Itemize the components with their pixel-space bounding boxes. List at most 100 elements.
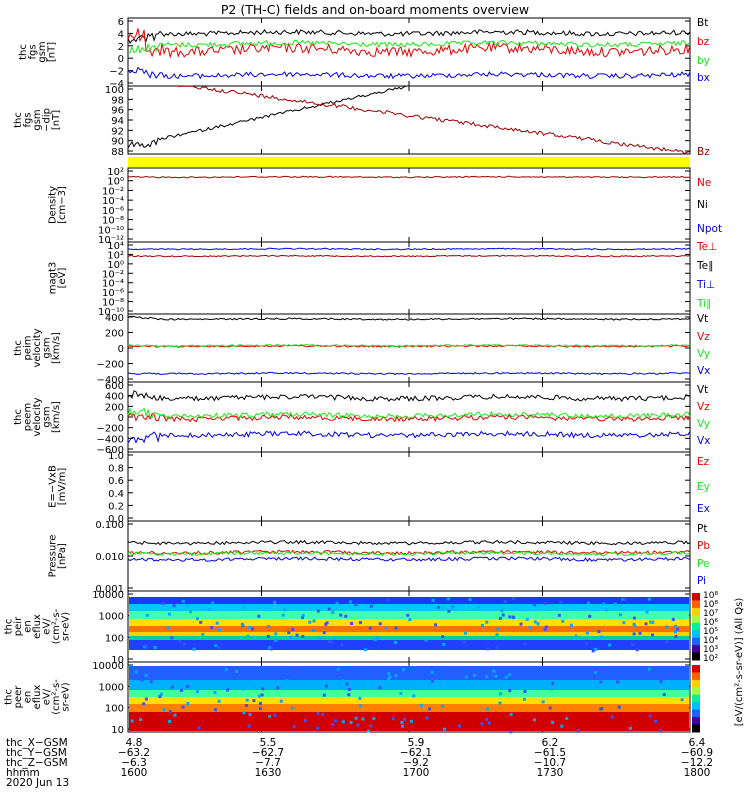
series-Vt	[127, 315, 691, 321]
heat-speckle	[480, 722, 484, 726]
tick-label: 200	[105, 402, 124, 413]
heat-speckle	[258, 707, 262, 711]
colorbar-peir	[692, 593, 700, 661]
heat-speckle	[329, 683, 333, 687]
footer-val: 6.4	[688, 737, 706, 749]
tick-label: 100	[105, 633, 124, 644]
colorbar-swatch	[692, 622, 700, 631]
legend-peem-Vx: Vx	[697, 435, 710, 447]
heat-speckle	[158, 695, 162, 699]
heat-speckle	[316, 712, 320, 716]
heat-speckle	[632, 632, 636, 636]
heat-speckle	[308, 620, 312, 624]
series-Pe	[127, 550, 691, 557]
heat-speckle	[574, 634, 578, 638]
y-axis-label: thc	[13, 112, 24, 128]
heat-speckle	[240, 622, 244, 626]
heat-speckle	[214, 644, 218, 648]
series-Vy	[127, 406, 691, 420]
heat-speckle	[447, 609, 451, 613]
legend-peem-Vt: Vt	[697, 384, 708, 396]
heat-speckle	[485, 717, 489, 721]
tick-label: 92	[111, 126, 124, 137]
heat-speckle	[248, 625, 252, 629]
tick-label: −600	[97, 445, 124, 456]
heat-speckle	[544, 625, 548, 629]
tick-label: 10²	[107, 167, 124, 178]
heat-speckle	[508, 689, 512, 693]
heat-speckle	[519, 622, 523, 626]
heat-speckle	[517, 682, 521, 686]
heat-speckle	[559, 600, 563, 604]
heat-speckle	[399, 691, 403, 695]
heat-speckle	[599, 680, 603, 684]
heat-speckle	[649, 620, 653, 624]
series-Vz	[127, 412, 691, 423]
heat-speckle	[594, 670, 598, 674]
heat-speckle	[632, 616, 636, 620]
y-axis-label: magt3	[47, 262, 58, 295]
colorbar-tick: 10⁵	[703, 627, 718, 637]
tick-label: 10⁻¹⁰	[98, 225, 124, 236]
heat-speckle	[662, 693, 666, 697]
heat-speckle	[631, 643, 635, 647]
footer-val: 1630	[254, 767, 282, 779]
heat-speckle	[430, 679, 434, 683]
y-axis-label: fgs	[27, 44, 38, 59]
heat-speckle	[168, 710, 172, 714]
heat-speckle	[186, 701, 190, 705]
heat-speckle	[185, 604, 189, 608]
heat-speckle	[199, 620, 203, 624]
heat-band	[129, 619, 689, 626]
footer-date: 2020 Jun 13	[6, 777, 70, 789]
heat-speckle	[318, 636, 322, 640]
heat-speckle	[257, 694, 261, 698]
footer-val: 5.5	[259, 737, 277, 749]
heat-speckle	[285, 679, 289, 683]
heat-speckle	[523, 689, 527, 693]
heat-speckle	[673, 630, 677, 634]
heat-speckle	[195, 617, 199, 621]
tick-label: 10⁻⁴	[102, 279, 124, 290]
heat-speckle	[541, 700, 545, 704]
heat-speckle	[442, 642, 446, 646]
heat-speckle	[602, 602, 606, 606]
heat-speckle	[213, 708, 217, 712]
footer-val: 1600	[120, 767, 148, 779]
heat-speckle	[251, 627, 255, 631]
tick-label: 10	[111, 725, 124, 736]
series-Bz	[178, 85, 691, 155]
heat-speckle	[492, 669, 496, 673]
colorbar-swatch	[692, 724, 700, 733]
heat-speckle	[665, 640, 669, 644]
colorbar-swatch	[692, 630, 700, 639]
series-bx	[127, 66, 691, 80]
heat-speckle	[322, 631, 326, 635]
heat-speckle	[477, 605, 481, 609]
heat-speckle	[618, 613, 622, 617]
heat-speckle	[585, 631, 589, 635]
heat-speckle	[480, 624, 484, 628]
footer-val: −60.9	[680, 747, 714, 759]
colorbar-label: [eV/(cm²-s-sr-eV)] (All Qs)	[734, 598, 745, 727]
heat-speckle	[303, 719, 307, 723]
heat-speckle	[551, 720, 555, 724]
heat-speckle	[260, 693, 264, 697]
colorbar-tick: 10²	[703, 654, 718, 664]
heat-speckle	[494, 674, 498, 678]
heat-speckle	[437, 605, 441, 609]
heat-speckle	[409, 719, 413, 723]
heat-speckle	[522, 697, 526, 701]
heat-speckle	[181, 599, 185, 603]
heat-speckle	[523, 642, 527, 646]
heat-speckle	[387, 672, 391, 676]
y-axis-label: Pressure	[47, 535, 58, 578]
legend-density-Npot: Npot	[697, 223, 722, 235]
heat-speckle	[649, 675, 653, 679]
heat-speckle	[287, 631, 291, 635]
heat-speckle	[632, 622, 636, 626]
tick-label: 0.001	[95, 584, 124, 595]
heat-speckle	[354, 716, 358, 720]
heat-speckle	[647, 597, 651, 601]
heat-speckle	[431, 598, 435, 602]
